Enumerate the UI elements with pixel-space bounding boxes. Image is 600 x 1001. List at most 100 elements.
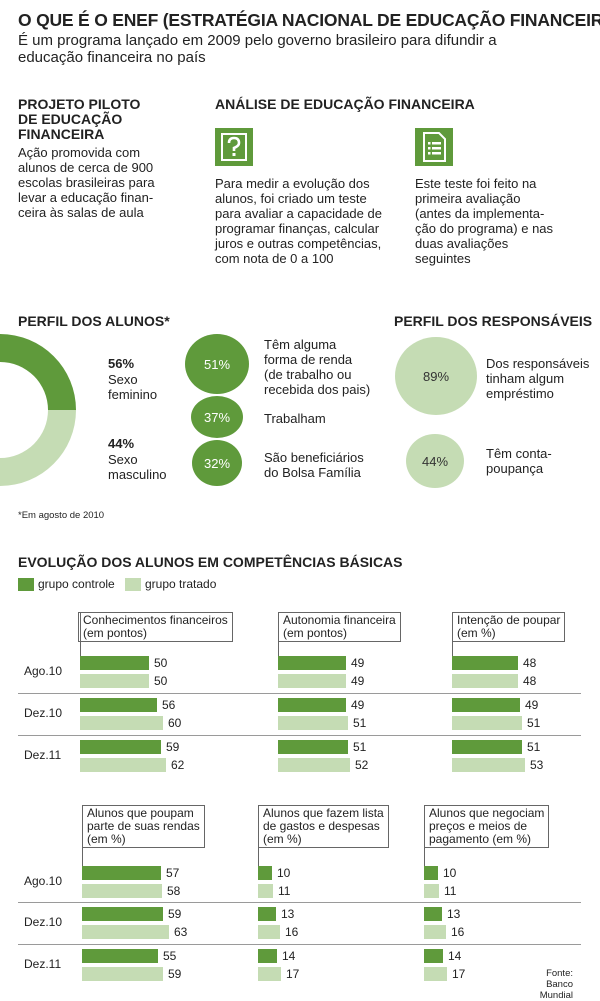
- bar-value-control: 48: [523, 656, 537, 670]
- panel-title-line: (em %): [87, 832, 126, 846]
- projeto-title: PROJETO PILOTO DE EDUCAÇÃO FINANCEIRA: [18, 97, 188, 142]
- bar-value-treated: 49: [351, 674, 365, 688]
- legend-treated-swatch: [125, 578, 141, 591]
- row-separator: [18, 735, 581, 736]
- bubble-label-line: poupança: [486, 461, 544, 476]
- female-label: Sexo feminino: [108, 372, 157, 402]
- female-label-line: Sexo: [108, 372, 138, 387]
- perfil-responsaveis-title: PERFIL DOS RESPONSÁVEIS: [394, 313, 593, 329]
- bar-value-treated: 16: [451, 925, 465, 939]
- panel-title-line: (em %): [263, 832, 302, 846]
- bar-value-control: 10: [277, 866, 291, 880]
- bar-control: [80, 656, 149, 670]
- male-pct: 44%: [108, 436, 135, 451]
- bar-control: [278, 740, 348, 754]
- bar-value-control: 10: [443, 866, 457, 880]
- bubble-label-line: recebida dos pais): [264, 382, 371, 397]
- page-title: O QUE É O ENEF (ESTRATÉGIA NACIONAL DE E…: [18, 10, 600, 30]
- row-label: Ago.10: [24, 874, 63, 888]
- bar-control: [424, 949, 443, 963]
- bar-value-treated: 58: [167, 884, 181, 898]
- panel-connector: [80, 612, 81, 656]
- projeto-title-line: FINANCEIRA: [18, 126, 105, 142]
- bar-treated: [82, 925, 169, 939]
- panel-title-line: Alunos que poupam: [87, 806, 194, 820]
- panel-title: Conhecimentos financeiros (em pontos): [78, 612, 233, 642]
- bar-control: [278, 656, 346, 670]
- legend-treated-label: grupo tratado: [145, 577, 217, 591]
- male-label-line: masculino: [108, 467, 167, 482]
- bar-value-control: 49: [351, 698, 365, 712]
- bar-treated: [80, 674, 149, 688]
- bubble-label-line: (de trabalho ou: [264, 367, 352, 382]
- bar-control: [452, 698, 520, 712]
- source-line: Fonte:: [546, 968, 573, 979]
- row-label: Dez.11: [24, 748, 62, 762]
- bar-treated: [452, 716, 522, 730]
- female-pct: 56%: [108, 356, 135, 371]
- panel-title-line: (em pontos): [283, 626, 348, 640]
- analise-text-line: juros e outras competências,: [215, 236, 382, 251]
- bar-value-treated: 11: [444, 884, 457, 898]
- bubble-trabalham-label: Trabalham: [264, 411, 326, 426]
- panel-title: Intenção de poupar (em %): [452, 612, 566, 642]
- bar-value-treated: 48: [523, 674, 537, 688]
- bar-value-control: 55: [163, 949, 177, 963]
- projeto-title-line: PROJETO PILOTO: [18, 96, 141, 112]
- projeto-text-line: ceira às salas de aula: [18, 205, 144, 220]
- bubble-emprestimo-label: Dos responsáveis tinham algum empréstimo: [486, 356, 589, 401]
- bubble-label-line: forma de renda: [264, 352, 353, 367]
- bubble-label-line: Dos responsáveis: [486, 356, 590, 371]
- bubble-poupanca: 44%: [406, 434, 464, 488]
- bar-control: [258, 907, 276, 921]
- gender-donut: [0, 334, 76, 486]
- bubble-label-line: tinham algum: [486, 371, 565, 386]
- projeto-text-line: Ação promovida com: [18, 145, 141, 160]
- bar-treated: [258, 884, 273, 898]
- bar-control: [424, 866, 438, 880]
- bar-value-control: 51: [353, 740, 367, 754]
- male-label-line: Sexo: [108, 452, 138, 467]
- legend-control-label: grupo controle: [38, 577, 115, 591]
- panel-title: Alunos que fazem lista de gastos e despes…: [258, 805, 389, 848]
- analise-item2-text: Este teste foi feito na primeira avaliaç…: [415, 176, 585, 266]
- footnote: *Em agosto de 2010: [18, 510, 105, 521]
- projeto-text-line: escolas brasileiras para: [18, 175, 155, 190]
- panel-title-line: parte de suas rendas: [87, 819, 200, 833]
- projeto-title-line: DE EDUCAÇÃO: [18, 111, 123, 127]
- bar-treated: [258, 967, 281, 981]
- analise-item1-text: Para medir a evolução dos alunos, foi cr…: [215, 176, 390, 266]
- analise-text-line: seguintes: [415, 251, 471, 266]
- bar-treated: [424, 967, 447, 981]
- bar-control: [82, 866, 161, 880]
- panel-title-line: (em pontos): [83, 626, 148, 640]
- bubble-renda-label: Têm alguma forma de renda (de trabalho o…: [264, 337, 370, 397]
- bar-value-control: 59: [168, 907, 182, 921]
- row-separator: [18, 902, 581, 903]
- projeto-text-line: alunos de cerca de 900: [18, 160, 154, 175]
- bar-value-treated: 62: [171, 758, 185, 772]
- analise-text-line: primeira avaliação: [415, 191, 521, 206]
- bar-value-control: 59: [166, 740, 180, 754]
- bar-control: [82, 949, 158, 963]
- bar-treated: [278, 674, 346, 688]
- row-label: Dez.11: [24, 957, 62, 971]
- bar-control: [278, 698, 346, 712]
- bar-value-treated: 50: [154, 674, 168, 688]
- panel-title-line: pagamento (em %): [429, 832, 532, 846]
- analise-text-line: Para medir a evolução dos: [215, 176, 370, 191]
- bar-control: [452, 740, 522, 754]
- bar-value-treated: 59: [168, 967, 182, 981]
- bubble-emprestimo: 89%: [395, 337, 477, 415]
- bar-treated: [452, 674, 518, 688]
- bar-value-control: 49: [525, 698, 539, 712]
- bar-value-control: 13: [281, 907, 295, 921]
- source-note: Fonte: Banco Mundial: [513, 968, 573, 1001]
- bar-treated: [424, 884, 439, 898]
- panel-connector: [424, 805, 425, 866]
- bubble-poupanca-label: Têm conta- poupança: [486, 446, 552, 476]
- analise-text-line: para avaliar a capacidade de: [215, 206, 382, 221]
- panel-title-line: Conhecimentos financeiros: [83, 613, 228, 627]
- panel-title-line: de gastos e despesas: [263, 819, 380, 833]
- panel-title-line: Alunos que negociam: [429, 806, 545, 820]
